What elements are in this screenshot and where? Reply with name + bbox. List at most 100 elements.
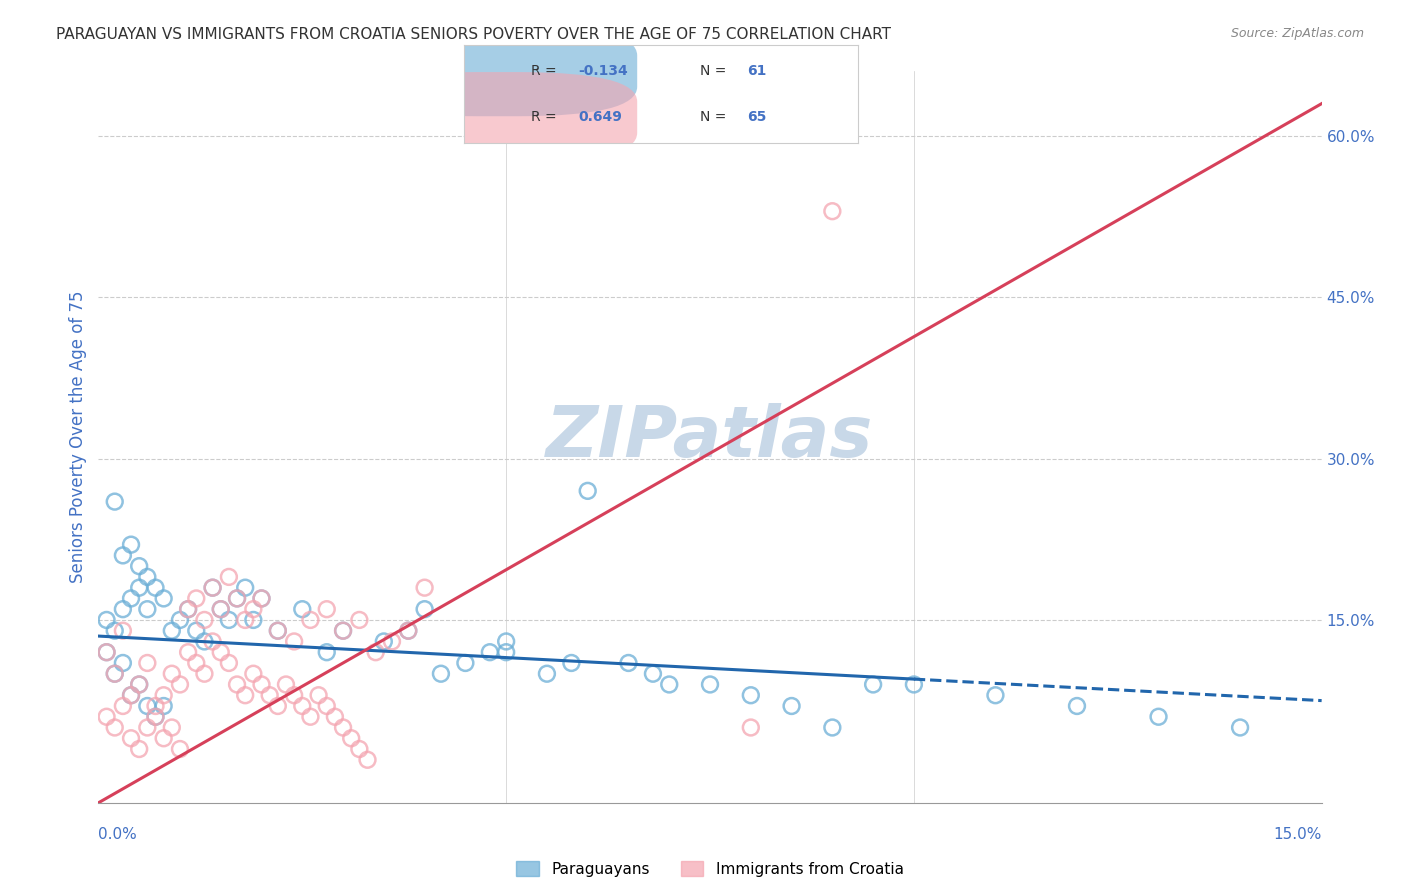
Point <box>267 624 290 638</box>
Point <box>128 677 150 691</box>
Point <box>780 698 803 713</box>
Point <box>218 613 240 627</box>
Point <box>128 677 150 691</box>
Point <box>145 581 167 595</box>
Point <box>821 721 844 735</box>
Point <box>120 731 142 746</box>
Point <box>160 666 183 681</box>
Point <box>242 613 264 627</box>
Point <box>226 677 249 691</box>
Point <box>136 570 159 584</box>
Point <box>315 698 337 713</box>
Point <box>349 613 371 627</box>
Point <box>120 538 142 552</box>
Point <box>111 624 134 638</box>
Point <box>250 591 273 606</box>
Point <box>250 677 273 691</box>
Text: -0.134: -0.134 <box>578 64 628 78</box>
Point <box>560 656 582 670</box>
Point <box>96 645 118 659</box>
Point <box>259 688 281 702</box>
Point <box>356 753 378 767</box>
Point <box>332 624 354 638</box>
Point <box>136 698 159 713</box>
Point <box>111 656 134 670</box>
Point <box>641 666 664 681</box>
Point <box>283 688 305 702</box>
Point <box>413 602 436 616</box>
Point <box>193 666 215 681</box>
Point <box>128 581 150 595</box>
Point <box>536 666 558 681</box>
Point <box>267 624 290 638</box>
Point <box>576 483 599 498</box>
Point <box>430 666 453 681</box>
Point <box>495 645 517 659</box>
Point <box>152 688 174 702</box>
Point <box>104 721 127 735</box>
Text: PARAGUAYAN VS IMMIGRANTS FROM CROATIA SENIORS POVERTY OVER THE AGE OF 75 CORRELA: PARAGUAYAN VS IMMIGRANTS FROM CROATIA SE… <box>56 27 891 42</box>
Point <box>740 721 762 735</box>
Point <box>136 656 159 670</box>
Point <box>315 602 337 616</box>
Point <box>169 677 191 691</box>
Point <box>186 656 208 670</box>
Point <box>136 721 159 735</box>
Point <box>903 677 925 691</box>
Text: Source: ZipAtlas.com: Source: ZipAtlas.com <box>1230 27 1364 40</box>
Point <box>332 624 354 638</box>
Point <box>186 624 208 638</box>
Point <box>381 634 404 648</box>
Point <box>413 581 436 595</box>
Point <box>152 591 174 606</box>
Point <box>349 742 371 756</box>
Point <box>274 677 297 691</box>
Point <box>145 710 167 724</box>
Point <box>104 494 127 508</box>
Point <box>233 581 256 595</box>
Point <box>160 624 183 638</box>
Point <box>193 634 215 648</box>
Point <box>209 602 232 616</box>
Point <box>201 581 224 595</box>
Point <box>136 602 159 616</box>
Point <box>160 721 183 735</box>
Point <box>226 591 249 606</box>
Point <box>242 666 264 681</box>
Point <box>862 677 884 691</box>
Point <box>120 591 142 606</box>
Point <box>323 710 346 724</box>
Point <box>1229 721 1251 735</box>
FancyBboxPatch shape <box>357 72 637 162</box>
Point <box>233 688 256 702</box>
Text: ZIPatlas: ZIPatlas <box>547 402 873 472</box>
Point <box>177 645 200 659</box>
Point <box>315 645 337 659</box>
Point <box>104 624 127 638</box>
Point <box>267 698 290 713</box>
Text: N =: N = <box>700 64 731 78</box>
Text: R =: R = <box>531 111 561 124</box>
Point <box>283 634 305 648</box>
Point <box>120 688 142 702</box>
Text: 15.0%: 15.0% <box>1274 827 1322 841</box>
Point <box>104 666 127 681</box>
Legend: Paraguayans, Immigrants from Croatia: Paraguayans, Immigrants from Croatia <box>510 855 910 883</box>
Text: R =: R = <box>531 64 561 78</box>
Point <box>740 688 762 702</box>
Text: 0.0%: 0.0% <box>98 827 138 841</box>
Point <box>364 645 387 659</box>
Point <box>96 710 118 724</box>
Point <box>96 613 118 627</box>
Point <box>145 698 167 713</box>
Point <box>111 602 134 616</box>
Point <box>396 624 419 638</box>
Point <box>821 204 844 219</box>
Point <box>373 634 395 648</box>
Point <box>299 613 322 627</box>
Point <box>299 710 322 724</box>
Point <box>332 721 354 735</box>
Point <box>128 742 150 756</box>
Point <box>658 677 681 691</box>
Point <box>218 570 240 584</box>
